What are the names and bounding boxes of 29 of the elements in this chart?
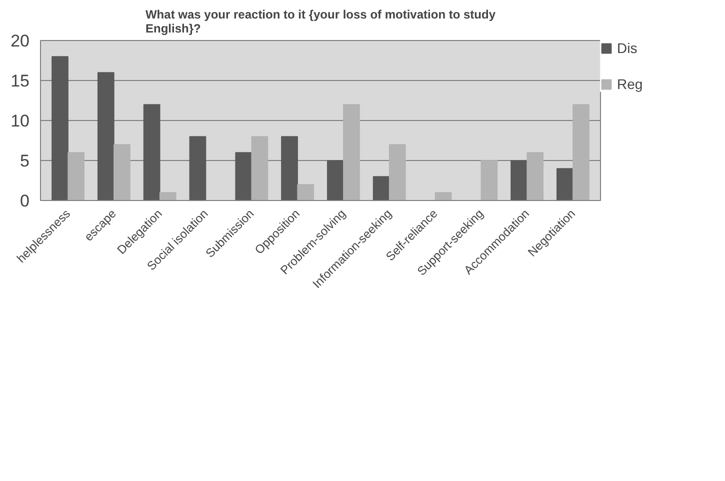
bar <box>189 136 206 200</box>
bar <box>343 104 360 200</box>
bar <box>388 144 406 200</box>
chart-title: What was your reaction to it {your loss of motivation to study English}? <box>145 8 496 36</box>
y-tick-label: 10 <box>10 112 30 130</box>
bar <box>326 160 344 200</box>
bar <box>143 104 160 200</box>
y-tick-label: 20 <box>10 32 30 50</box>
bar <box>297 184 314 200</box>
bar <box>159 192 176 200</box>
bar <box>68 152 85 200</box>
bar <box>52 56 68 200</box>
bar <box>434 192 452 200</box>
bar <box>235 152 252 200</box>
legend-label: Reg <box>617 76 643 92</box>
bar <box>114 144 130 200</box>
bar <box>572 104 590 200</box>
bar <box>281 136 298 200</box>
bar <box>510 160 528 200</box>
legend-label: Dis <box>617 40 638 56</box>
bar <box>97 72 114 200</box>
bar <box>526 152 544 200</box>
y-tick-label: 0 <box>20 192 30 210</box>
bar <box>372 176 390 200</box>
y-tick-label: 5 <box>20 152 30 170</box>
y-tick-label: 15 <box>10 72 30 90</box>
bar <box>251 136 268 200</box>
bar <box>480 160 498 200</box>
bar <box>556 168 574 200</box>
